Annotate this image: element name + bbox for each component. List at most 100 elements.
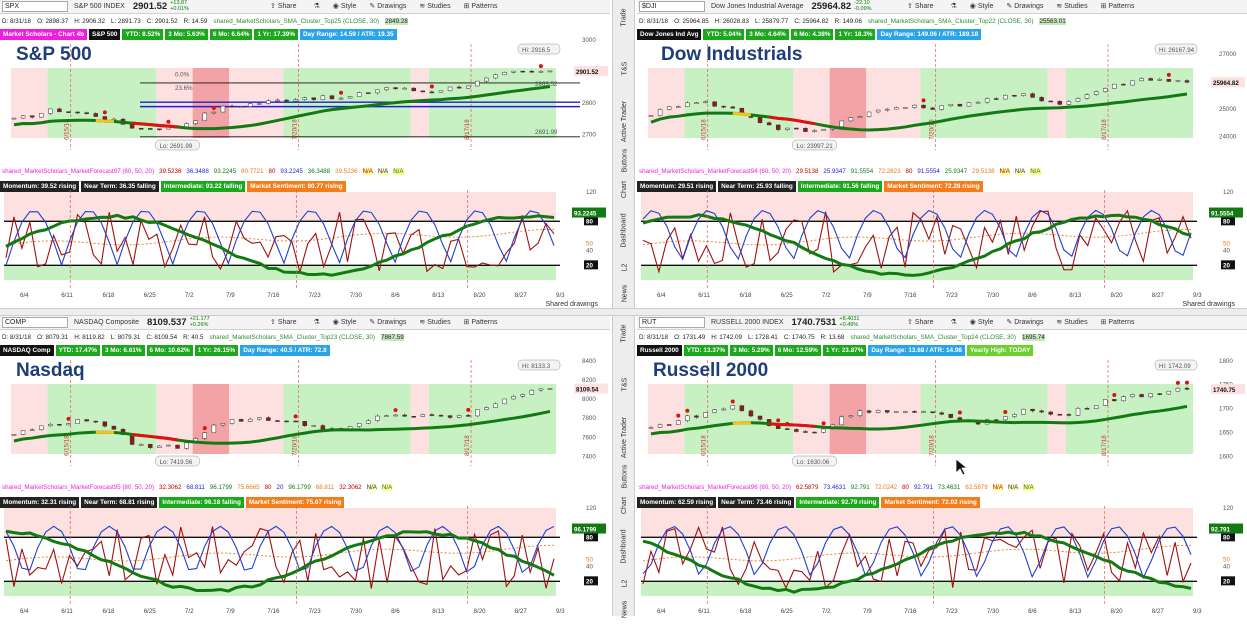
signal-dot xyxy=(685,409,689,413)
side-tab-t-s[interactable]: T&S xyxy=(614,364,635,404)
forecast-value: N/A xyxy=(1008,484,1018,491)
side-tab-trade[interactable]: Trade xyxy=(614,2,635,32)
candle-body xyxy=(12,434,16,435)
candle-body xyxy=(475,410,479,416)
candle-body xyxy=(530,71,534,72)
forecast-value: 92.791 xyxy=(851,484,870,491)
candle-body xyxy=(785,128,789,130)
shared-drawings-label: Shared drawings xyxy=(1182,301,1235,308)
candle-body xyxy=(503,72,507,75)
candle-body xyxy=(1185,388,1189,389)
candle-body xyxy=(512,71,516,72)
high-label: Hi: 1742.09 xyxy=(1159,363,1191,370)
candle-body xyxy=(493,75,497,78)
candle-body xyxy=(903,411,907,412)
candle-body xyxy=(48,109,52,114)
event-date-label: 8/17/18 xyxy=(464,435,471,456)
forecast-readout: shared_MarketScholars_MarketForecast96 (… xyxy=(637,482,1197,493)
y-tick-label: 25000 xyxy=(1219,106,1237,113)
side-tab-news[interactable]: News xyxy=(614,596,635,622)
event-date-label: 6/15/18 xyxy=(701,435,708,456)
candle-body xyxy=(148,128,152,129)
candle-body xyxy=(448,416,452,418)
osc-tick-label: 40 xyxy=(586,564,593,571)
candle-body xyxy=(412,88,416,91)
candle-body xyxy=(1031,409,1035,411)
candle-body xyxy=(1140,394,1144,396)
zone-band xyxy=(648,68,684,138)
candle-body xyxy=(321,96,325,100)
candle-body xyxy=(285,421,289,422)
oversold-zone xyxy=(4,581,556,596)
side-tab-label: Chart xyxy=(621,180,628,197)
zone-band xyxy=(11,384,47,454)
candle-body xyxy=(221,106,225,112)
side-tab-label: Dashboard xyxy=(621,213,628,247)
forecast-value: 75.6665 xyxy=(237,484,259,491)
side-tab-chart[interactable]: Chart xyxy=(614,488,635,522)
x-tick-label: 8/6 xyxy=(1028,608,1037,615)
forecast-value: 32.3062 xyxy=(339,484,361,491)
candle-body xyxy=(203,113,207,121)
candle-body xyxy=(48,424,52,426)
candle-body xyxy=(985,99,989,103)
candle-body xyxy=(212,112,216,113)
candle-body xyxy=(457,415,461,417)
candle-body xyxy=(1158,79,1162,80)
side-tab-t-s[interactable]: T&S xyxy=(614,48,635,88)
forecast-value: 62.5879 xyxy=(965,484,987,491)
candle-body xyxy=(722,106,726,107)
event-date-label: 6/15/18 xyxy=(701,119,708,140)
zone-band xyxy=(1066,68,1193,138)
sentiment-line xyxy=(6,229,554,245)
horizontal-divider[interactable] xyxy=(0,308,1247,316)
candle-body xyxy=(203,433,207,439)
y-tick-label: 8400 xyxy=(582,358,596,365)
forecast-value: N/A xyxy=(367,484,377,491)
candle-body xyxy=(704,102,708,103)
candle-body xyxy=(394,88,398,89)
candle-body xyxy=(194,121,198,124)
candle-body xyxy=(922,412,926,413)
side-tab-dashboard[interactable]: Dashboard xyxy=(614,206,635,254)
side-tab-chart[interactable]: Chart xyxy=(614,172,635,206)
candle-body xyxy=(822,429,826,432)
forecast-label: shared_MarketScholars_MarketForecast97 (… xyxy=(2,168,154,175)
x-tick-label: 7/2 xyxy=(185,292,194,299)
forecast-value: 92.791 xyxy=(914,484,933,491)
side-tab-l2[interactable]: L2 xyxy=(614,570,635,596)
candle-body xyxy=(275,100,279,101)
candle-body xyxy=(512,396,516,399)
side-tab-dashboard[interactable]: Dashboard xyxy=(614,522,635,570)
signal-dot xyxy=(1176,381,1180,385)
forecast-readout: shared_MarketScholars_MarketForecast97 (… xyxy=(0,166,560,177)
candle-body xyxy=(1085,95,1089,99)
x-tick-label: 6/11 xyxy=(61,292,73,299)
zone-band xyxy=(284,384,411,454)
candle-body xyxy=(885,410,889,412)
candle-body xyxy=(1058,101,1062,104)
candle-body xyxy=(1130,81,1134,85)
side-tab-news[interactable]: News xyxy=(614,280,635,306)
x-tick-label: 8/6 xyxy=(391,608,400,615)
candle-body xyxy=(312,98,316,100)
side-tab-l2[interactable]: L2 xyxy=(614,254,635,280)
candle-body xyxy=(1176,81,1180,82)
candle-body xyxy=(503,399,507,404)
signal-dot xyxy=(430,85,434,89)
y-tick-label: 8000 xyxy=(582,396,596,403)
x-tick-label: 6/11 xyxy=(61,608,73,615)
intermediate-tag: 92.791 xyxy=(1211,527,1230,534)
level-tag: 80 xyxy=(1223,534,1230,541)
x-tick-label: 8/27 xyxy=(1152,608,1165,615)
zone-band xyxy=(429,384,556,454)
side-tab-label: Trade xyxy=(621,8,628,26)
fib-label: 0.0% xyxy=(175,72,190,79)
low-label: Lo: 23997.21 xyxy=(797,143,834,150)
signal-dot xyxy=(539,64,543,68)
candle-body xyxy=(357,423,361,426)
side-tab-trade[interactable]: Trade xyxy=(614,318,635,348)
candle-body xyxy=(539,71,543,72)
forecast-oscillator: 12080402080205091.55546/46/116/186/257/2… xyxy=(637,188,1247,308)
forecast-value: 68.811 xyxy=(316,484,334,491)
